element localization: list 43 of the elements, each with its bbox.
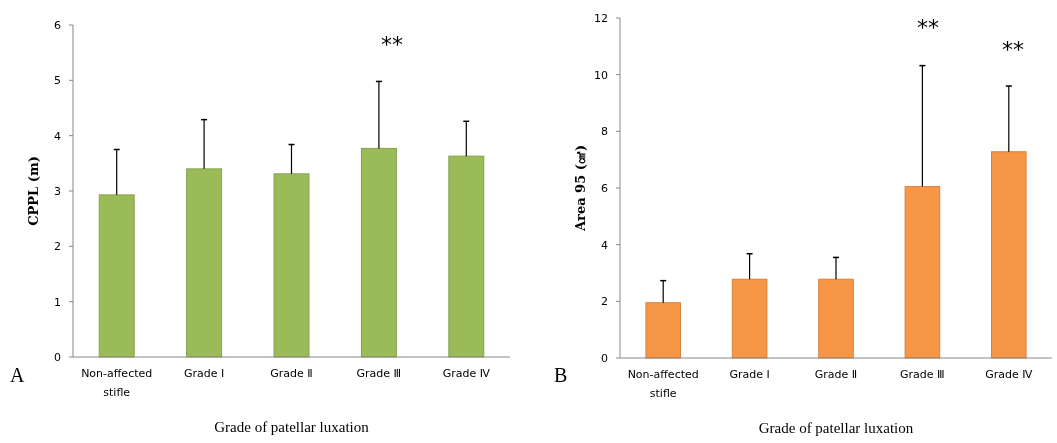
y-tick-label: 0 bbox=[54, 350, 61, 364]
y-tick-label: 2 bbox=[54, 240, 61, 254]
x-tick-label: Non-affected stifle bbox=[627, 368, 699, 400]
bar bbox=[186, 168, 223, 358]
y-axis-title: CPPL (m) bbox=[26, 156, 41, 226]
y-axis-title: Area 95 (㎠) bbox=[573, 144, 588, 233]
x-tick-label: Grade Ⅳ bbox=[985, 368, 1034, 381]
bar bbox=[273, 173, 310, 358]
y-tick-label: 5 bbox=[54, 74, 61, 88]
x-tick-label: Grade Ⅱ bbox=[814, 368, 858, 381]
x-tick-label: Grade Ⅰ bbox=[183, 367, 225, 380]
x-axis-title: Grade of patellar luxation bbox=[758, 420, 914, 436]
x-tick-label: Grade Ⅲ bbox=[900, 368, 945, 381]
text: B bbox=[554, 364, 568, 386]
y-tick-label: 6 bbox=[54, 18, 61, 32]
y-tick-label: 10 bbox=[594, 68, 608, 82]
y-tick-label: 4 bbox=[601, 238, 608, 252]
y-tick-label: 12 bbox=[594, 11, 608, 25]
y-tick-label: 6 bbox=[601, 181, 608, 195]
bar bbox=[904, 186, 941, 359]
bar bbox=[360, 147, 397, 358]
bar bbox=[731, 278, 768, 359]
y-tick-label: 3 bbox=[54, 184, 61, 198]
annotation: ** bbox=[917, 15, 939, 40]
annotation: ** bbox=[381, 32, 403, 57]
x-tick-label: Grade Ⅰ bbox=[729, 368, 770, 381]
bar bbox=[818, 278, 854, 359]
y-tick-label: 2 bbox=[601, 295, 608, 309]
y-tick-label: 4 bbox=[54, 129, 61, 143]
text: A bbox=[10, 364, 25, 386]
x-tick-label: Non-affected stifle bbox=[81, 367, 153, 399]
bar bbox=[448, 155, 485, 358]
y-tick-label: 1 bbox=[54, 295, 61, 309]
x-tick-label: Grade Ⅳ bbox=[442, 367, 491, 380]
y-tick-label: 0 bbox=[601, 351, 608, 365]
bar bbox=[98, 194, 135, 358]
bar bbox=[645, 302, 681, 359]
bar bbox=[991, 151, 1027, 359]
x-tick-label: Grade Ⅱ bbox=[270, 367, 313, 380]
y-tick-label: 8 bbox=[601, 125, 608, 139]
x-axis-title: Grade of patellar luxation bbox=[214, 419, 370, 435]
x-tick-label: Grade Ⅲ bbox=[356, 367, 402, 380]
annotation: ** bbox=[1002, 37, 1024, 62]
